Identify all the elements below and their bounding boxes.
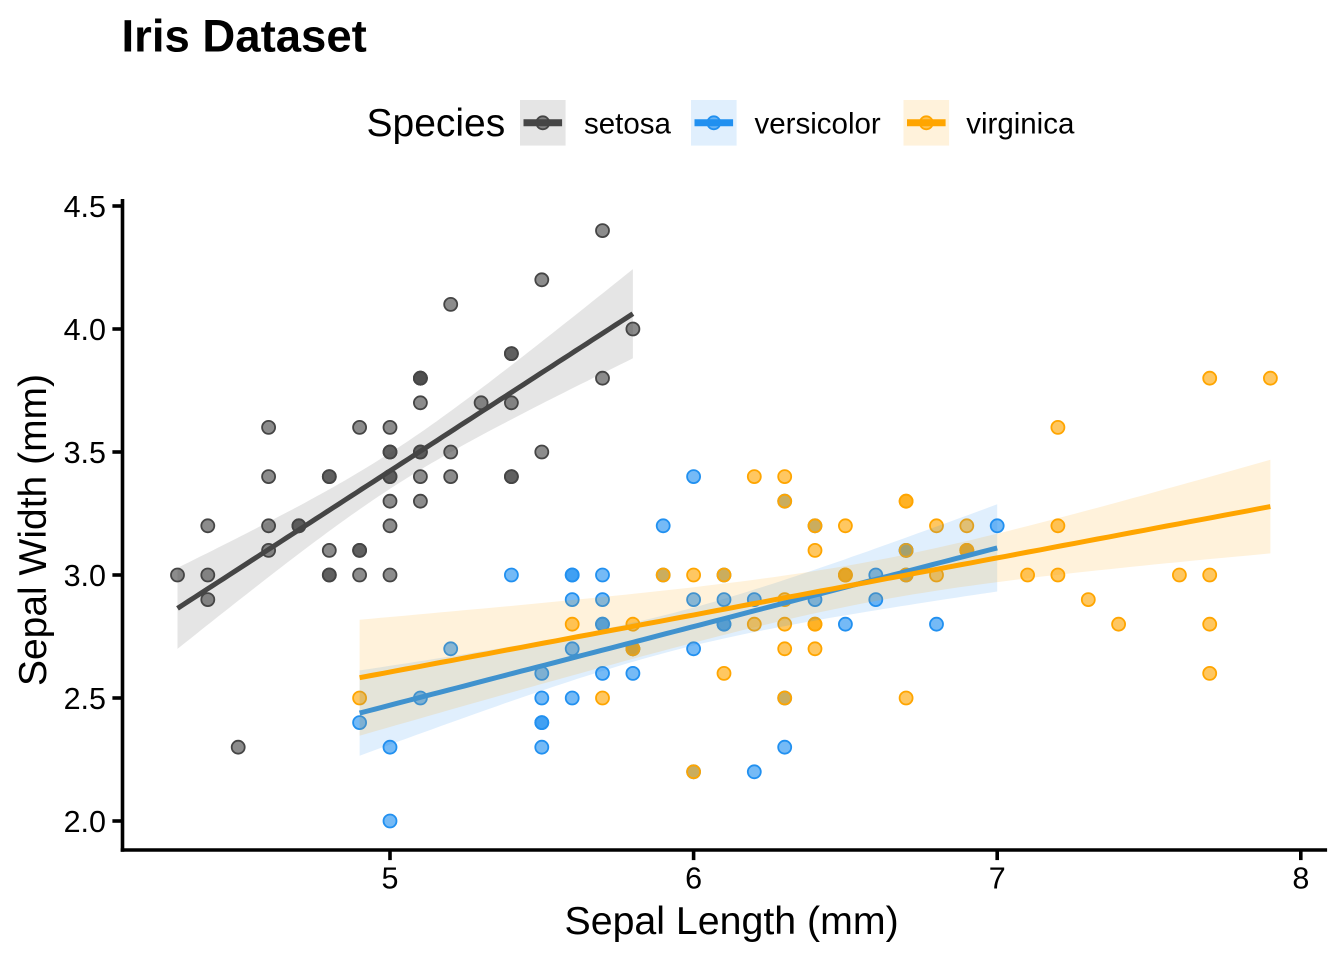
svg-text:8: 8: [1292, 861, 1309, 895]
svg-text:4.0: 4.0: [64, 313, 106, 347]
svg-text:5: 5: [382, 861, 399, 895]
svg-text:7: 7: [989, 861, 1006, 895]
svg-text:Sepal Width (mm): Sepal Width (mm): [12, 374, 55, 686]
svg-text:versicolor: versicolor: [755, 108, 881, 141]
svg-text:Iris Dataset: Iris Dataset: [122, 10, 367, 61]
svg-text:3.0: 3.0: [64, 559, 106, 593]
svg-text:4.5: 4.5: [64, 190, 106, 224]
svg-text:setosa: setosa: [584, 108, 672, 141]
svg-text:Species: Species: [367, 102, 506, 145]
svg-text:2.0: 2.0: [64, 805, 106, 839]
svg-text:2.5: 2.5: [64, 682, 106, 716]
svg-text:virginica: virginica: [966, 108, 1075, 141]
svg-text:3.5: 3.5: [64, 436, 106, 470]
svg-text:6: 6: [685, 861, 702, 895]
svg-text:Sepal Length (mm): Sepal Length (mm): [565, 899, 899, 943]
